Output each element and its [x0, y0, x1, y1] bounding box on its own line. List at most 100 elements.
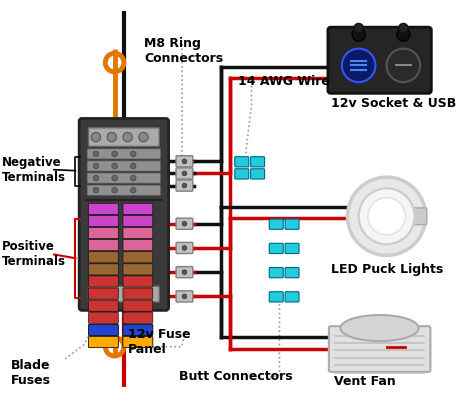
FancyBboxPatch shape	[123, 324, 153, 336]
FancyBboxPatch shape	[251, 157, 264, 167]
Circle shape	[112, 175, 118, 181]
FancyBboxPatch shape	[87, 161, 161, 171]
Circle shape	[352, 28, 365, 41]
FancyBboxPatch shape	[123, 203, 153, 214]
FancyBboxPatch shape	[328, 27, 431, 93]
Circle shape	[112, 151, 118, 157]
Circle shape	[130, 163, 136, 169]
Circle shape	[130, 187, 136, 193]
Circle shape	[347, 177, 426, 256]
Text: M8 Ring
Connectors: M8 Ring Connectors	[145, 37, 224, 65]
Circle shape	[182, 246, 187, 250]
FancyBboxPatch shape	[269, 219, 283, 229]
Circle shape	[130, 175, 136, 181]
Circle shape	[399, 23, 408, 33]
Circle shape	[91, 133, 100, 142]
FancyBboxPatch shape	[89, 215, 118, 226]
FancyBboxPatch shape	[123, 300, 153, 311]
Circle shape	[182, 221, 187, 226]
FancyBboxPatch shape	[176, 218, 193, 229]
FancyBboxPatch shape	[89, 337, 118, 348]
FancyBboxPatch shape	[176, 267, 193, 278]
FancyBboxPatch shape	[176, 180, 193, 191]
FancyBboxPatch shape	[269, 243, 283, 253]
FancyBboxPatch shape	[176, 168, 193, 179]
FancyBboxPatch shape	[285, 292, 299, 302]
FancyBboxPatch shape	[89, 324, 118, 336]
Circle shape	[182, 183, 187, 188]
FancyBboxPatch shape	[285, 219, 299, 229]
FancyBboxPatch shape	[235, 157, 249, 167]
Circle shape	[182, 171, 187, 176]
FancyBboxPatch shape	[123, 337, 153, 348]
Circle shape	[93, 151, 99, 157]
FancyBboxPatch shape	[87, 173, 161, 183]
Circle shape	[368, 197, 405, 235]
FancyBboxPatch shape	[89, 288, 118, 299]
FancyBboxPatch shape	[87, 185, 161, 195]
FancyBboxPatch shape	[235, 169, 249, 179]
FancyBboxPatch shape	[269, 268, 283, 278]
Circle shape	[93, 175, 99, 181]
Text: Butt Connectors: Butt Connectors	[179, 370, 292, 383]
FancyBboxPatch shape	[89, 312, 118, 324]
Circle shape	[182, 294, 187, 299]
FancyBboxPatch shape	[123, 227, 153, 239]
Text: 12v Socket & USB: 12v Socket & USB	[331, 97, 456, 110]
Circle shape	[112, 163, 118, 169]
Text: Positive
Terminals: Positive Terminals	[2, 241, 66, 268]
Circle shape	[123, 133, 132, 142]
FancyBboxPatch shape	[176, 156, 193, 167]
FancyBboxPatch shape	[89, 276, 118, 287]
Circle shape	[342, 49, 375, 82]
FancyBboxPatch shape	[89, 252, 118, 263]
Circle shape	[130, 151, 136, 157]
FancyBboxPatch shape	[89, 300, 118, 311]
Circle shape	[359, 188, 415, 244]
FancyBboxPatch shape	[251, 169, 264, 179]
FancyBboxPatch shape	[89, 286, 159, 302]
Circle shape	[387, 49, 420, 82]
FancyBboxPatch shape	[412, 208, 427, 224]
Text: 12v Fuse
Panel: 12v Fuse Panel	[128, 328, 190, 356]
Circle shape	[93, 163, 99, 169]
FancyBboxPatch shape	[89, 264, 118, 275]
FancyBboxPatch shape	[79, 118, 169, 310]
Circle shape	[112, 187, 118, 193]
Circle shape	[397, 28, 410, 41]
FancyBboxPatch shape	[285, 243, 299, 253]
FancyBboxPatch shape	[123, 312, 153, 324]
FancyBboxPatch shape	[123, 252, 153, 263]
FancyBboxPatch shape	[329, 326, 430, 372]
FancyBboxPatch shape	[176, 291, 193, 302]
FancyBboxPatch shape	[176, 242, 193, 253]
FancyBboxPatch shape	[123, 215, 153, 226]
Circle shape	[354, 23, 363, 33]
FancyBboxPatch shape	[89, 128, 159, 146]
Ellipse shape	[340, 315, 419, 341]
Circle shape	[107, 133, 117, 142]
FancyBboxPatch shape	[123, 276, 153, 287]
Text: LED Puck Lights: LED Puck Lights	[331, 263, 443, 276]
Text: Negative
Terminals: Negative Terminals	[2, 156, 66, 184]
FancyBboxPatch shape	[123, 337, 153, 348]
Text: 14 AWG Wire: 14 AWG Wire	[237, 75, 329, 88]
Text: Blade
Fuses: Blade Fuses	[11, 359, 51, 387]
Circle shape	[182, 159, 187, 164]
Text: Vent Fan: Vent Fan	[334, 375, 395, 388]
FancyBboxPatch shape	[123, 264, 153, 275]
Circle shape	[139, 133, 148, 142]
Circle shape	[93, 187, 99, 193]
FancyBboxPatch shape	[89, 324, 118, 336]
FancyBboxPatch shape	[123, 324, 153, 336]
FancyBboxPatch shape	[89, 203, 118, 214]
FancyBboxPatch shape	[87, 149, 161, 159]
FancyBboxPatch shape	[269, 292, 283, 302]
FancyBboxPatch shape	[123, 239, 153, 251]
FancyBboxPatch shape	[123, 288, 153, 299]
FancyBboxPatch shape	[89, 239, 118, 251]
FancyBboxPatch shape	[89, 337, 118, 348]
FancyBboxPatch shape	[89, 227, 118, 239]
Circle shape	[182, 270, 187, 274]
FancyBboxPatch shape	[285, 268, 299, 278]
